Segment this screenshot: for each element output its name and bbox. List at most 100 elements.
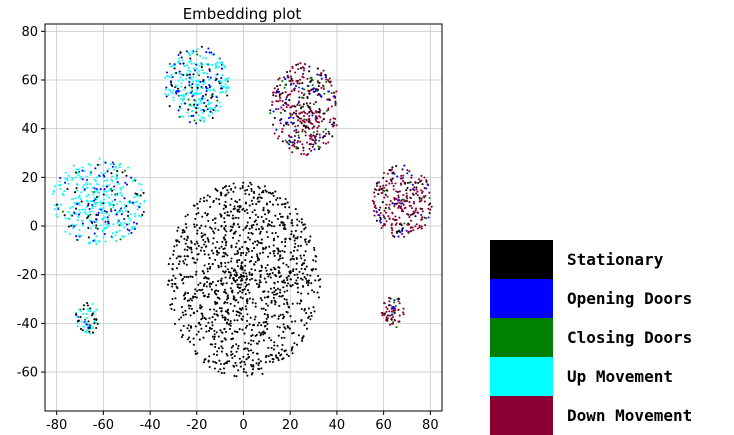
- scatter-point-stationary: [186, 213, 189, 216]
- scatter-point-up-movement: [138, 202, 142, 205]
- scatter-point-down-movement: [390, 307, 393, 310]
- scatter-point-stationary: [213, 338, 216, 341]
- scatter-point-stationary: [181, 311, 184, 314]
- scatter-point-stationary: [237, 344, 240, 347]
- scatter-point-stationary: [179, 329, 183, 332]
- scatter-point-opening-doors: [392, 307, 395, 310]
- scatter-point-stationary: [250, 349, 253, 352]
- scatter-point-up-movement: [121, 210, 124, 213]
- scatter-point-stationary: [89, 307, 92, 310]
- scatter-point-stationary: [262, 206, 265, 209]
- scatter-point-stationary: [287, 282, 290, 285]
- scatter-point-stationary: [185, 239, 188, 242]
- scatter-point-stationary: [196, 289, 199, 293]
- scatter-point-down-movement: [394, 307, 397, 310]
- scatter-point-down-movement: [391, 316, 395, 319]
- scatter-point-stationary: [266, 304, 270, 307]
- scatter-point-down-movement: [327, 141, 330, 144]
- scatter-point-stationary: [274, 268, 277, 271]
- scatter-point-up-movement: [180, 82, 183, 85]
- scatter-point-up-movement: [82, 325, 85, 328]
- scatter-point-stationary: [223, 217, 226, 220]
- scatter-point-up-movement: [170, 76, 173, 79]
- scatter-point-closing-doors: [287, 142, 290, 145]
- scatter-point-stationary: [282, 222, 285, 225]
- scatter-point-up-movement: [64, 217, 67, 220]
- scatter-point-opening-doors: [192, 114, 195, 117]
- scatter-point-down-movement: [409, 214, 412, 217]
- scatter-point-stationary: [276, 325, 279, 328]
- scatter-point-stationary: [200, 235, 203, 239]
- scatter-point-stationary: [248, 238, 251, 241]
- scatter-point-stationary: [195, 224, 198, 227]
- scatter-point-up-movement: [84, 212, 87, 216]
- scatter-point-stationary: [233, 330, 236, 333]
- scatter-point-up-movement: [171, 64, 174, 67]
- scatter-point-stationary: [211, 335, 214, 338]
- scatter-point-down-movement: [298, 82, 301, 85]
- scatter-point-opening-doors: [294, 85, 298, 88]
- scatter-point-down-movement: [402, 235, 406, 238]
- scatter-point-stationary: [246, 188, 249, 191]
- scatter-point-stationary: [284, 281, 287, 284]
- scatter-point-stationary: [266, 322, 269, 325]
- scatter-point-stationary: [173, 245, 176, 248]
- scatter-point-stationary: [180, 235, 183, 238]
- scatter-point-up-movement: [207, 107, 210, 110]
- scatter-point-stationary: [195, 296, 198, 299]
- scatter-point-up-movement: [80, 175, 83, 178]
- scatter-point-down-movement: [402, 210, 405, 213]
- scatter-point-stationary: [247, 232, 250, 235]
- scatter-point-down-movement: [416, 190, 419, 193]
- scatter-point-stationary: [292, 111, 295, 114]
- scatter-point-stationary: [203, 283, 206, 286]
- scatter-point-stationary: [240, 317, 243, 320]
- scatter-point-up-movement: [104, 240, 107, 243]
- scatter-point-stationary: [200, 45, 203, 48]
- scatter-point-stationary: [287, 265, 290, 268]
- scatter-point-stationary: [258, 340, 261, 343]
- scatter-point-opening-doors: [96, 214, 100, 217]
- scatter-point-opening-doors: [194, 69, 197, 72]
- scatter-point-stationary: [177, 255, 180, 258]
- scatter-point-up-movement: [67, 210, 70, 213]
- scatter-point-up-movement: [127, 166, 130, 169]
- scatter-point-stationary: [322, 112, 325, 115]
- scatter-point-up-movement: [186, 111, 189, 114]
- scatter-point-stationary: [215, 331, 218, 334]
- scatter-point-up-movement: [217, 65, 221, 68]
- scatter-point-opening-doors: [208, 51, 211, 54]
- scatter-point-stationary: [230, 260, 233, 263]
- scatter-point-up-movement: [86, 183, 89, 186]
- scatter-point-stationary: [300, 292, 303, 295]
- scatter-point-up-movement: [94, 240, 97, 243]
- scatter-point-stationary: [223, 363, 226, 366]
- scatter-point-opening-doors: [177, 109, 180, 112]
- scatter-point-up-movement: [62, 194, 65, 197]
- scatter-point-stationary: [245, 275, 248, 278]
- scatter-point-stationary: [266, 313, 269, 317]
- scatter-point-stationary: [309, 235, 312, 238]
- scatter-point-stationary: [225, 230, 228, 233]
- scatter-point-down-movement: [302, 149, 305, 152]
- scatter-point-stationary: [228, 276, 231, 279]
- scatter-point-stationary: [287, 274, 290, 278]
- scatter-point-stationary: [243, 288, 246, 291]
- scatter-point-stationary: [264, 308, 267, 311]
- scatter-point-stationary: [226, 189, 229, 192]
- legend-item: Closing Doors: [490, 318, 730, 357]
- scatter-point-stationary: [256, 253, 259, 256]
- scatter-point-stationary: [226, 295, 229, 298]
- scatter-point-down-movement: [325, 142, 328, 145]
- scatter-point-up-movement: [98, 208, 101, 211]
- scatter-point-opening-doors: [295, 128, 298, 131]
- scatter-point-stationary: [257, 363, 260, 367]
- scatter-point-down-movement: [398, 314, 401, 317]
- scatter-point-up-movement: [84, 321, 87, 324]
- scatter-point-opening-doors: [272, 110, 275, 113]
- scatter-point-opening-doors: [379, 221, 382, 224]
- scatter-point-stationary: [242, 355, 245, 358]
- scatter-point-stationary: [267, 355, 270, 358]
- scatter-point-stationary: [245, 358, 248, 361]
- scatter-point-stationary: [258, 187, 261, 190]
